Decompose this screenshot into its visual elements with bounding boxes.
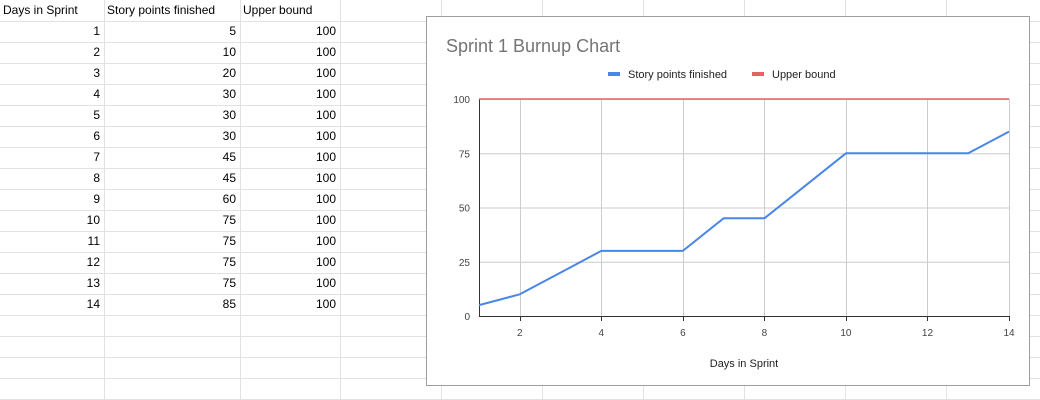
upper-bound-cell[interactable]: 100 xyxy=(315,66,336,80)
day-cell[interactable]: 10 xyxy=(86,213,100,227)
upper-bound-cell[interactable]: 100 xyxy=(315,234,336,248)
upper-bound-cell[interactable]: 100 xyxy=(315,150,336,164)
y-tick-label: 100 xyxy=(453,95,470,106)
day-cell[interactable]: 1 xyxy=(93,24,100,38)
day-cell[interactable]: 11 xyxy=(87,234,100,248)
upper-bound-cell[interactable]: 100 xyxy=(315,192,336,206)
story-points-cell[interactable]: 30 xyxy=(222,108,236,122)
legend-label: Story points finished xyxy=(628,69,727,81)
y-tick-label: 25 xyxy=(459,258,471,269)
x-tick-label: 6 xyxy=(680,328,686,339)
story-points-cell[interactable]: 75 xyxy=(222,255,236,269)
legend-swatch xyxy=(608,72,620,76)
header-cell-days[interactable]: Days in Sprint xyxy=(3,3,78,17)
series-line-story-points xyxy=(478,130,1010,307)
day-cell[interactable]: 3 xyxy=(93,66,100,80)
upper-bound-cell[interactable]: 100 xyxy=(315,129,336,143)
day-cell[interactable]: 8 xyxy=(93,171,100,185)
day-cell[interactable]: 6 xyxy=(93,129,100,143)
story-points-cell[interactable]: 5 xyxy=(229,24,236,38)
upper-bound-cell[interactable]: 100 xyxy=(315,45,336,59)
upper-bound-cell[interactable]: 100 xyxy=(315,171,336,185)
x-tick-label: 12 xyxy=(922,328,934,339)
x-tick-label: 14 xyxy=(1003,328,1015,339)
story-points-cell[interactable]: 20 xyxy=(222,66,236,80)
x-tick-label: 8 xyxy=(762,328,768,339)
story-points-cell[interactable]: 75 xyxy=(222,213,236,227)
header-cell-story-points[interactable]: Story points finished xyxy=(107,3,216,17)
x-tick-label: 2 xyxy=(517,328,523,339)
story-points-cell[interactable]: 10 xyxy=(222,45,236,59)
story-points-cell[interactable]: 30 xyxy=(222,129,236,143)
chart-title: Sprint 1 Burnup Chart xyxy=(446,36,620,56)
story-points-cell[interactable]: 45 xyxy=(222,171,236,185)
x-tick-label: 10 xyxy=(840,328,852,339)
day-cell[interactable]: 12 xyxy=(86,255,100,269)
upper-bound-cell[interactable]: 100 xyxy=(315,87,336,101)
day-cell[interactable]: 7 xyxy=(93,150,100,164)
x-axis-label: Days in Sprint xyxy=(710,358,778,370)
story-points-cell[interactable]: 75 xyxy=(222,276,236,290)
upper-bound-cell[interactable]: 100 xyxy=(315,24,336,38)
y-tick-label: 50 xyxy=(459,204,471,215)
y-tick-label: 75 xyxy=(459,149,471,160)
legend-label: Upper bound xyxy=(772,69,836,81)
story-points-cell[interactable]: 60 xyxy=(222,192,236,206)
upper-bound-cell[interactable]: 100 xyxy=(315,213,336,227)
story-points-cell[interactable]: 30 xyxy=(222,87,236,101)
day-cell[interactable]: 4 xyxy=(93,87,100,101)
embedded-chart[interactable]: Sprint 1 Burnup Chart Story points finish… xyxy=(426,16,1030,386)
story-points-cell[interactable]: 85 xyxy=(222,297,236,311)
day-cell[interactable]: 2 xyxy=(93,45,100,59)
x-tick-label: 4 xyxy=(599,328,605,339)
day-cell[interactable]: 14 xyxy=(86,297,100,311)
y-tick-label: 0 xyxy=(464,312,470,323)
upper-bound-cell[interactable]: 100 xyxy=(315,276,336,290)
upper-bound-cell[interactable]: 100 xyxy=(315,297,336,311)
upper-bound-cell[interactable]: 100 xyxy=(315,255,336,269)
day-cell[interactable]: 9 xyxy=(93,192,100,206)
upper-bound-cell[interactable]: 100 xyxy=(315,108,336,122)
story-points-cell[interactable]: 75 xyxy=(222,234,236,248)
header-cell-upper-bound[interactable]: Upper bound xyxy=(243,3,313,17)
burnup-chart: Sprint 1 Burnup Chart Story points finish… xyxy=(446,36,1015,370)
story-points-cell[interactable]: 45 xyxy=(222,150,236,164)
legend-swatch xyxy=(752,72,764,76)
day-cell[interactable]: 13 xyxy=(86,276,100,290)
day-cell[interactable]: 5 xyxy=(93,108,100,122)
